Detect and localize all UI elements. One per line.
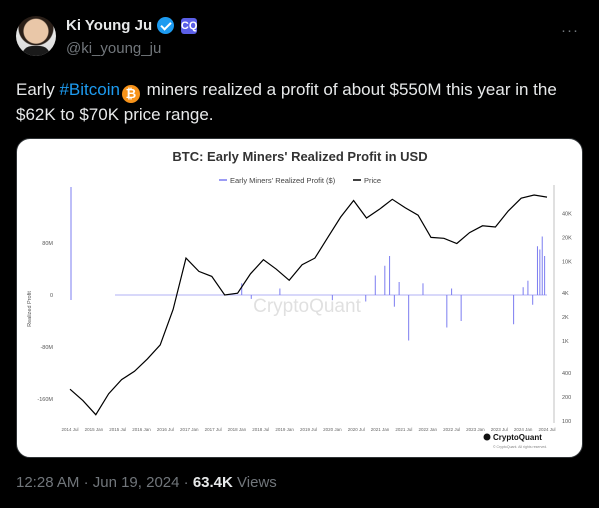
right-tick-label: 4K [562, 291, 569, 297]
chart-title: BTC: Early Miners' Realized Profit in US… [172, 149, 427, 164]
tweet-text: Early #Bitcoin ₿ miners realized a profit… [16, 78, 586, 127]
chart-brand-sub: © CryptoQuant. All rights reserved. [493, 445, 547, 449]
left-tick-label: -80M [40, 345, 53, 351]
x-tick-label: 2021 Jan [371, 427, 390, 432]
left-tick-label: -160M [37, 397, 53, 403]
chart-svg: BTC: Early Miners' Realized Profit in US… [27, 149, 572, 449]
x-tick-label: 2016 Jan [132, 427, 151, 432]
right-tick-label: 400 [562, 371, 571, 377]
x-tick-label: 2022 Jan [418, 427, 437, 432]
left-axis-label: Realized Profit [27, 291, 33, 327]
price-line [69, 194, 548, 416]
verified-badge-icon[interactable] [157, 17, 175, 34]
x-tick-label: 2019 Jan [275, 427, 294, 432]
x-tick-label: 2018 Jul [252, 427, 269, 432]
x-tick-label: 2021 Jul [395, 427, 412, 432]
avatar-shirt [22, 46, 50, 56]
x-tick-label: 2015 Jan [85, 427, 104, 432]
right-tick-label: 1K [562, 339, 569, 345]
author-name-row: Ki Young Ju CQ [66, 17, 197, 34]
chart-watermark: CryptoQuant [253, 296, 361, 317]
chart-brand: CryptoQuant [493, 433, 542, 442]
right-tick-label: 20K [562, 235, 572, 241]
x-tick-label: 2020 Jan [323, 427, 342, 432]
x-tick-label: 2017 Jan [180, 427, 199, 432]
x-tick-label: 2019 Jul [300, 427, 317, 432]
x-tick-label: 2018 Jan [228, 427, 247, 432]
meta-separator-2: · [183, 474, 189, 491]
cryptoquant-logo-icon [483, 433, 491, 441]
x-tick-label: 2020 Jul [348, 427, 365, 432]
author-handle[interactable]: @ki_young_ju [66, 40, 162, 57]
meta-separator: · [83, 474, 89, 491]
tweet-time[interactable]: 12:28 AM [16, 474, 80, 491]
x-tick-label: 2022 Jul [443, 427, 460, 432]
legend-price-label: Price [364, 176, 381, 185]
author-display-name[interactable]: Ki Young Ju [66, 17, 153, 34]
right-tick-label: 200 [562, 395, 571, 401]
right-tick-label: 40K [562, 211, 572, 217]
avatar[interactable] [16, 16, 56, 56]
views-count[interactable]: 63.4K [192, 474, 233, 491]
x-tick-label: 2017 Jul [205, 427, 222, 432]
tweet-text-end: miners realized a profit of about $550M … [16, 80, 557, 124]
right-tick-label: 100 [562, 419, 571, 425]
affiliation-badge-icon[interactable]: CQ [180, 17, 198, 34]
right-tick-label: 10K [562, 259, 572, 265]
x-tick-label: 2015 Jul [109, 427, 126, 432]
x-tick-label: 2024 Jul [538, 427, 555, 432]
tweet-text-start: Early [16, 80, 60, 99]
right-tick-label: 2K [562, 315, 569, 321]
bitcoin-emoji-icon: ₿ [121, 85, 140, 103]
views-label: Views [237, 474, 277, 491]
tweet-media-chart[interactable]: BTC: Early Miners' Realized Profit in US… [16, 138, 583, 458]
x-tick-label: 2023 Jul [491, 427, 508, 432]
left-tick-label: 80M [42, 241, 53, 247]
x-tick-label: 2014 Jul [61, 427, 78, 432]
more-options-icon[interactable]: ··· [561, 22, 579, 39]
x-tick-label: 2023 Jan [466, 427, 485, 432]
hashtag-link[interactable]: #Bitcoin [59, 80, 120, 99]
x-tick-label: 2024 Jan [514, 427, 533, 432]
legend-profit-label: Early Miners' Realized Profit ($) [230, 176, 336, 185]
x-tick-label: 2016 Jul [157, 427, 174, 432]
left-tick-label: 0 [50, 293, 53, 299]
tweet-date[interactable]: Jun 19, 2024 [92, 474, 180, 491]
tweet-meta: 12:28 AM · Jun 19, 2024 · 63.4K Views [16, 474, 277, 491]
